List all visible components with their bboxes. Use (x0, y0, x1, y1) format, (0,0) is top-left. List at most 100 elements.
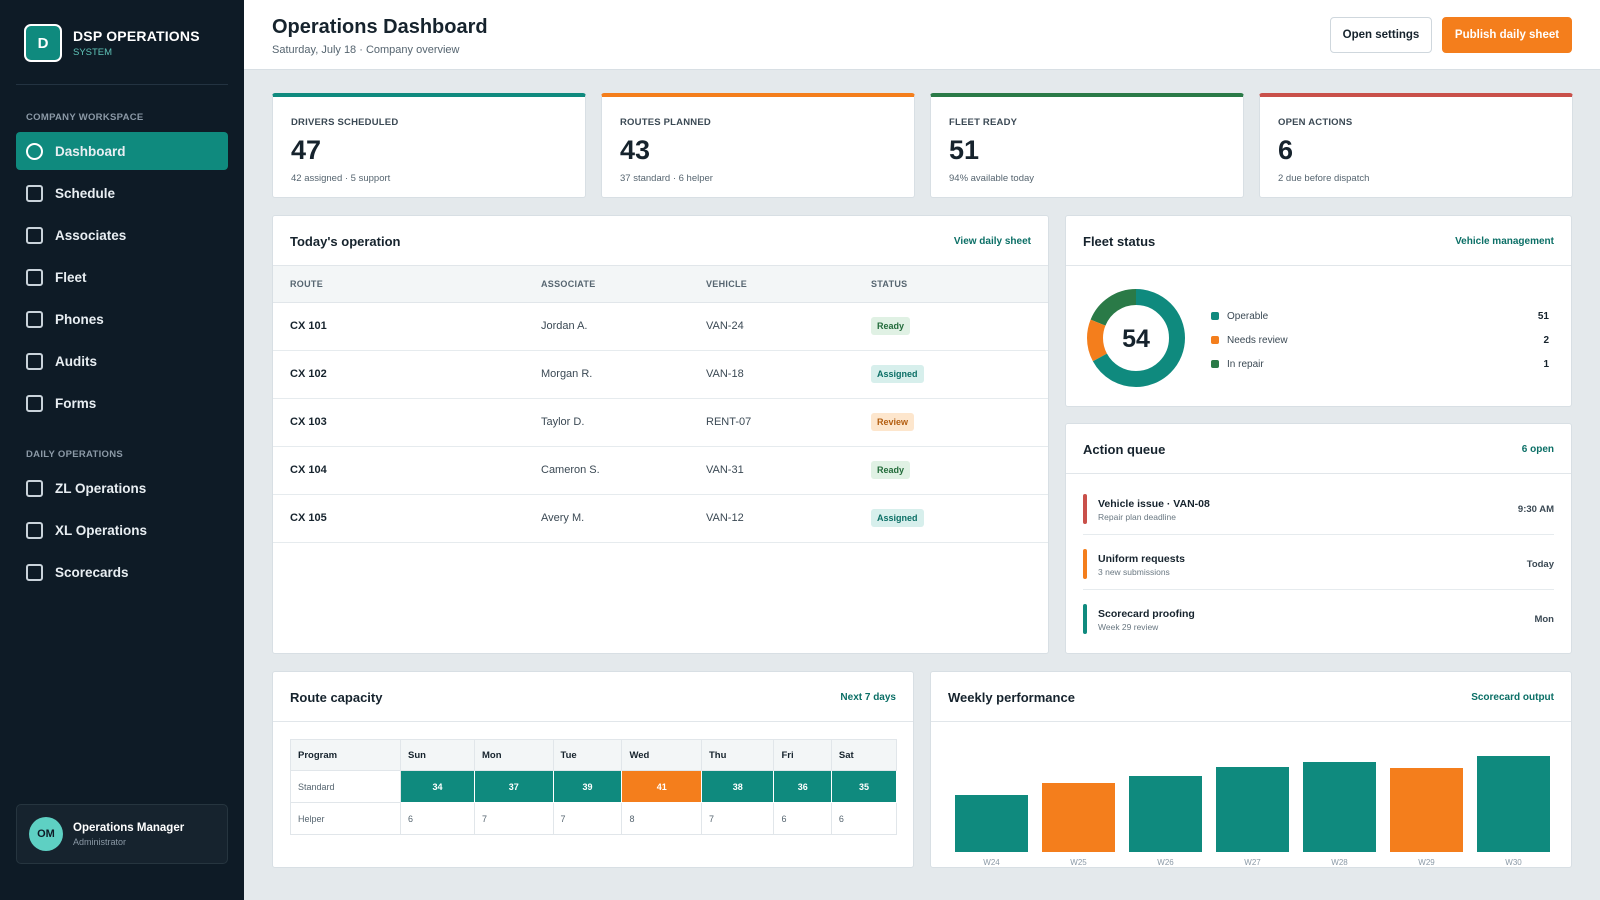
sidebar-item-phones[interactable]: Phones (16, 300, 228, 338)
sidebar-item-scorecards[interactable]: Scorecards (16, 553, 228, 591)
table-row[interactable]: CX 104 Cameron S. VAN-31 Ready (273, 446, 1048, 495)
table-row[interactable]: CX 102 Morgan R. VAN-18 Assigned (273, 350, 1048, 399)
stat-sub: 42 assigned · 5 support (291, 173, 391, 184)
priority-bar (1083, 604, 1087, 634)
column-header[interactable]: ROUTE (273, 266, 541, 303)
capacity-cell[interactable]: 39 (552, 770, 623, 803)
header: Operations Dashboard Saturday, July 18 ·… (244, 0, 1600, 70)
column-header: Mon (474, 739, 554, 771)
capacity-cell[interactable]: 35 (830, 770, 898, 803)
sidebar-item-xl-operations[interactable]: XL Operations (16, 511, 228, 549)
queue-item[interactable]: Scorecard proofing Week 29 review Mon (1083, 590, 1554, 645)
capacity-cell[interactable]: 6 (400, 802, 475, 835)
brand[interactable]: D DSP OPERATIONS SYSTEM (24, 24, 200, 62)
audits-icon (26, 352, 43, 370)
publish-daily-sheet-button[interactable]: Publish daily sheet (1442, 17, 1572, 53)
sidebar-item-label: Scorecards (55, 564, 129, 580)
scorecards-icon (26, 563, 43, 581)
stat-value: 43 (620, 135, 651, 165)
view-daily-sheet-link[interactable]: View daily sheet (953, 236, 1031, 247)
sidebar-item-schedule[interactable]: Schedule (16, 174, 228, 212)
capacity-cell-peak[interactable]: 41 (621, 770, 702, 803)
route-cell: CX 105 (273, 494, 541, 543)
donut-segment-operable[interactable] (1087, 289, 1185, 387)
sidebar-item-associates[interactable]: Associates (16, 216, 228, 254)
queue-item-sub: Week 29 review (1098, 622, 1159, 632)
sidebar-item-label: Schedule (55, 185, 116, 201)
vehicle-cell: VAN-12 (706, 494, 871, 543)
status-badge: Ready (871, 461, 911, 479)
table-row[interactable]: CX 105 Avery M. VAN-12 Assigned (273, 494, 1048, 543)
sidebar-item-audits[interactable]: Audits (16, 342, 228, 380)
brand-logo: D (24, 24, 62, 62)
route-cell: CX 104 (273, 446, 541, 495)
program-cell: Standard (290, 770, 401, 803)
sidebar-item-zl-operations[interactable]: ZL Operations (16, 469, 228, 507)
open-settings-button[interactable]: Open settings (1330, 17, 1432, 53)
capacity-cell[interactable]: 36 (773, 770, 832, 803)
donut-segment-needs-review[interactable] (1087, 289, 1185, 387)
user-card[interactable]: OM Operations Manager Administrator (16, 804, 228, 864)
scorecard-output-link[interactable]: Scorecard output (1471, 692, 1554, 703)
stat-card-actions: OPEN ACTIONS 6 2 due before dispatch (1259, 93, 1573, 198)
legend-item-operable: Operable 51 (1211, 304, 1549, 328)
table-row[interactable]: CX 103 Taylor D. RENT-07 Review (273, 398, 1048, 447)
capacity-cell[interactable]: 38 (700, 770, 775, 803)
sidebar-item-label: Associates (55, 227, 127, 243)
stat-sub: 2 due before dispatch (1278, 173, 1370, 184)
capacity-cell[interactable]: 7 (474, 802, 554, 835)
action-queue-panel: Action queue 6 open Vehicle issue · VAN-… (1065, 423, 1572, 654)
vehicle-management-link[interactable]: Vehicle management (1455, 236, 1554, 247)
fleet-donut-chart: 54 (1087, 289, 1185, 387)
bar-w24[interactable] (955, 795, 1028, 852)
queue-item-title: Scorecard proofing (1098, 608, 1195, 620)
column-header: Tue (552, 739, 623, 771)
next-7-days-link[interactable]: Next 7 days (840, 692, 896, 703)
status-badge: Assigned (871, 509, 924, 527)
operation-panel: Today's operation View daily sheet ROUTE… (272, 215, 1049, 654)
queue-item[interactable]: Vehicle issue · VAN-08 Repair plan deadl… (1083, 480, 1554, 535)
bar-w27[interactable] (1216, 767, 1289, 852)
tick-label-w28: W28 (1331, 858, 1348, 867)
tick-label-w25: W25 (1070, 858, 1087, 867)
queue-open-count[interactable]: 6 open (1521, 444, 1554, 455)
bar-w26[interactable] (1129, 776, 1202, 852)
brand-sub: SYSTEM (73, 47, 113, 58)
fleet-panel: Fleet status Vehicle management 54 Opera… (1065, 215, 1572, 407)
nav-daily: ZL Operations XL Operations Scorecards (16, 469, 228, 595)
stat-card-drivers: DRIVERS SCHEDULED 47 42 assigned · 5 sup… (272, 93, 586, 198)
sidebar-item-dashboard[interactable]: Dashboard (16, 132, 228, 170)
weekly-performance-panel: Weekly performance Scorecard output W24 W… (930, 671, 1572, 868)
page-title: Operations Dashboard (272, 16, 488, 38)
capacity-cell[interactable]: 6 (773, 802, 832, 835)
capacity-cell[interactable]: 8 (621, 802, 702, 835)
capacity-cell[interactable]: 37 (474, 770, 554, 803)
table-row[interactable]: CX 101 Jordan A. VAN-24 Ready (273, 302, 1048, 351)
tick-label-w27: W27 (1244, 858, 1261, 867)
bar-w30[interactable] (1477, 756, 1550, 852)
associate-cell: Morgan R. (541, 350, 706, 399)
stat-label: DRIVERS SCHEDULED (291, 117, 399, 128)
stat-value: 47 (291, 135, 322, 165)
queue-item[interactable]: Uniform requests 3 new submissions Today (1083, 535, 1554, 590)
capacity-cell[interactable]: 34 (400, 770, 475, 803)
dashboard-icon (26, 142, 43, 160)
column-header[interactable]: STATUS (871, 266, 1048, 303)
bar-w25[interactable] (1042, 783, 1115, 852)
capacity-cell[interactable]: 7 (700, 802, 775, 835)
vehicle-cell: RENT-07 (706, 398, 871, 447)
bar-w28[interactable] (1303, 762, 1376, 852)
capacity-cell[interactable]: 7 (552, 802, 623, 835)
legend-item-in-repair: In repair 1 (1211, 352, 1549, 376)
page-subtitle: Saturday, July 18 · Company overview (272, 44, 460, 56)
sidebar-item-fleet[interactable]: Fleet (16, 258, 228, 296)
column-header[interactable]: VEHICLE (706, 266, 871, 303)
bar-w29[interactable] (1390, 768, 1463, 852)
queue-item-title: Vehicle issue · VAN-08 (1098, 498, 1210, 510)
queue-item-time: Today (1526, 559, 1554, 570)
program-cell: Helper (290, 802, 401, 835)
sidebar-item-forms[interactable]: Forms (16, 384, 228, 422)
capacity-cell[interactable]: 6 (830, 802, 898, 835)
status-badge: Assigned (871, 365, 924, 383)
column-header[interactable]: ASSOCIATE (541, 266, 706, 303)
